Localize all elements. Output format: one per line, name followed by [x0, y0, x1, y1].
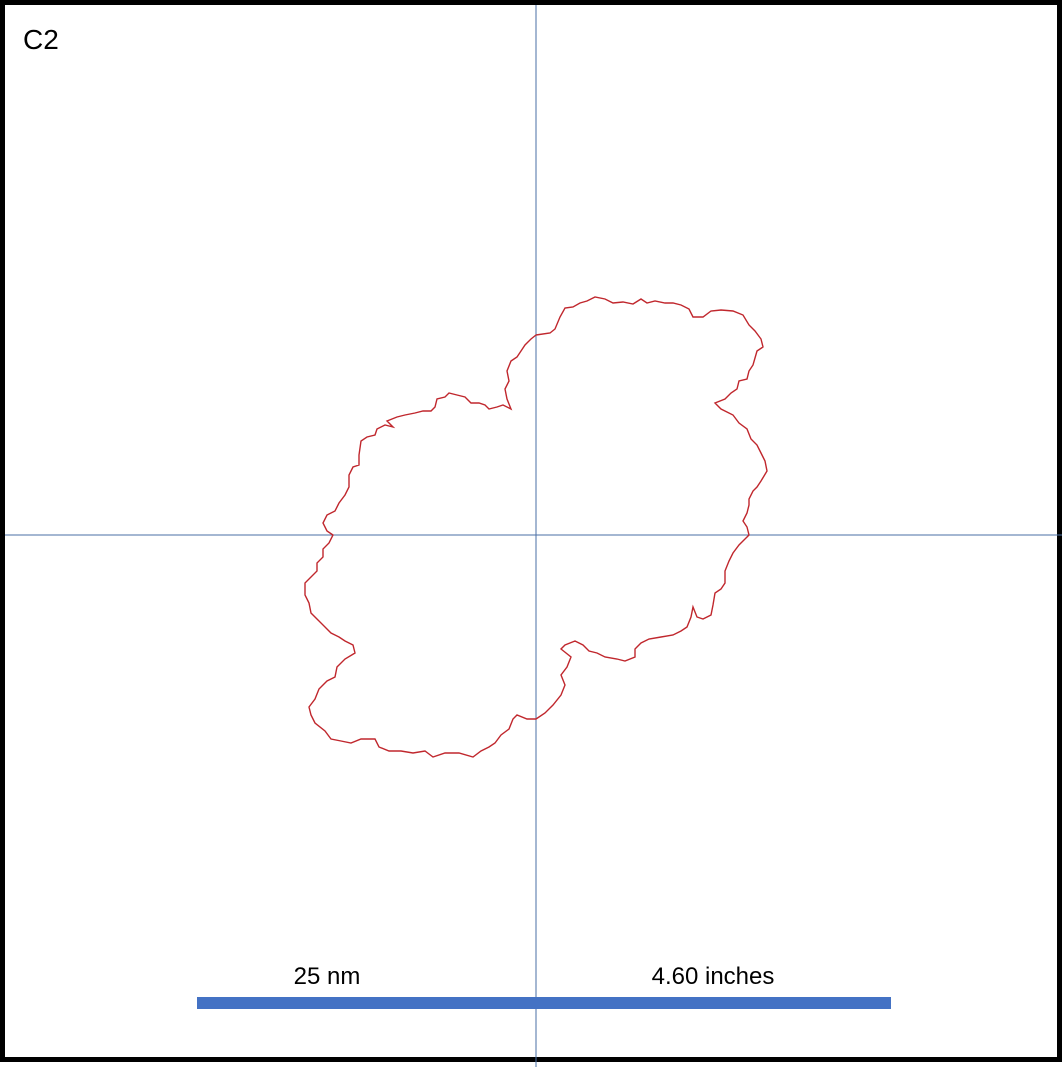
scale-bar — [197, 997, 891, 1009]
panel-label: C2 — [23, 24, 59, 55]
scale-bar-left-label: 25 nm — [294, 963, 361, 990]
scale-bar-right-label: 4.60 inches — [652, 963, 775, 990]
figure-canvas: C2 25 nm 4.60 inches — [5, 5, 1062, 1067]
